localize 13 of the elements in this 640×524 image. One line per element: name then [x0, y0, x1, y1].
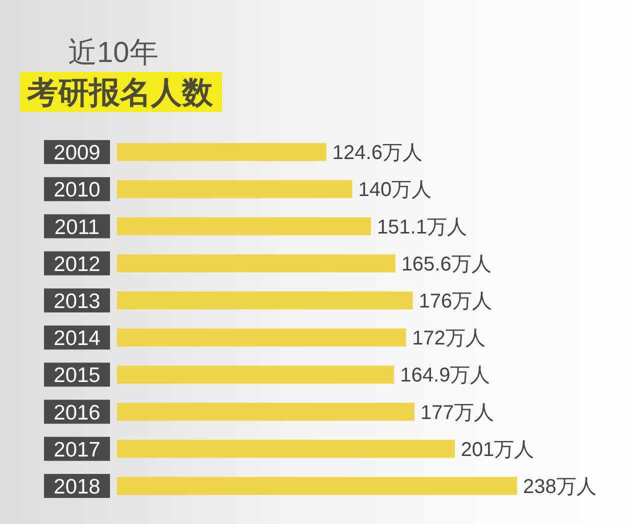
y-tick-label: 2010: [54, 178, 100, 202]
y-tick-label: 2011: [54, 216, 100, 239]
subtitle: 考研报名人数: [20, 72, 222, 112]
y-tick-label: 2014: [54, 327, 101, 350]
chart-subtitle: 考研报名人数: [26, 75, 214, 110]
y-tick-label: 2009: [54, 142, 100, 165]
y-tick-label: 2015: [54, 364, 100, 388]
y-tick-label: 2012: [54, 252, 100, 276]
y-tick-label: 2016: [54, 401, 100, 424]
y-tick-label: 2013: [54, 290, 100, 313]
y-tick-label: 2017: [54, 438, 100, 462]
y-tick-label: 2018: [54, 475, 100, 498]
title: 近10年: [68, 37, 158, 69]
